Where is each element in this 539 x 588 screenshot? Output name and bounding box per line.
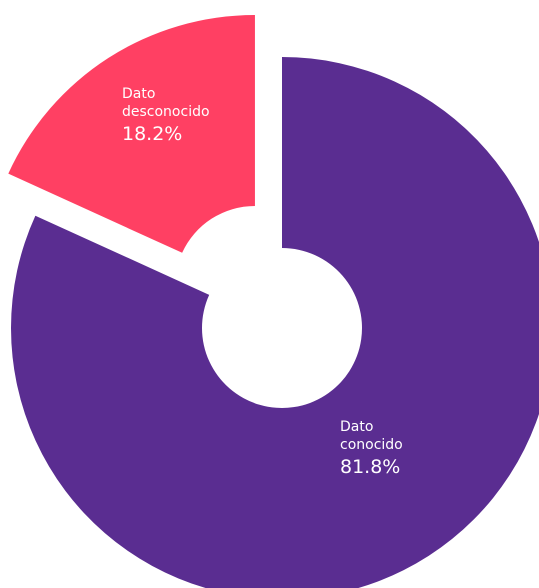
category-label: Dato desconocido [122,86,210,120]
category-label: Dato conocido [340,419,403,453]
slice-label: Dato conocido 81.8% [340,418,420,478]
pie-slice [8,14,255,253]
pie-slice [11,57,539,588]
slice-label: Dato desconocido 18.2% [122,85,232,145]
value-label: 81.8% [340,456,401,478]
value-label: 18.2% [122,123,183,145]
